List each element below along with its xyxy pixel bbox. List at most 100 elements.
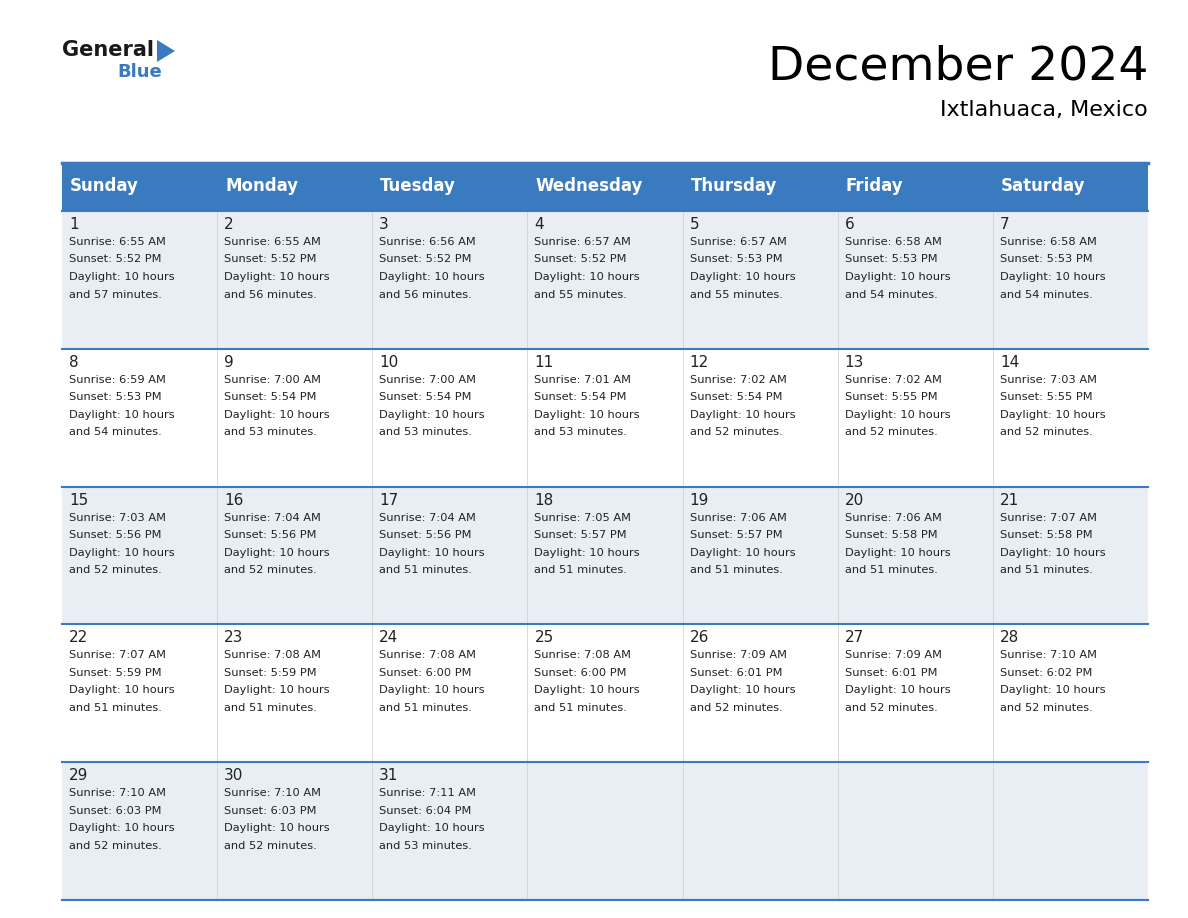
Text: Sunrise: 6:57 AM: Sunrise: 6:57 AM [535, 237, 631, 247]
Text: Daylight: 10 hours: Daylight: 10 hours [1000, 272, 1106, 282]
Text: Daylight: 10 hours: Daylight: 10 hours [1000, 686, 1106, 696]
Bar [62, 349, 217, 487]
Bar [372, 624, 527, 762]
Text: Sunset: 5:55 PM: Sunset: 5:55 PM [1000, 392, 1093, 402]
Text: Sunset: 6:03 PM: Sunset: 6:03 PM [69, 806, 162, 816]
Text: Sunset: 5:56 PM: Sunset: 5:56 PM [225, 530, 317, 540]
Bar [838, 211, 993, 349]
Text: Daylight: 10 hours: Daylight: 10 hours [535, 272, 640, 282]
Bar [62, 624, 217, 762]
Text: Daylight: 10 hours: Daylight: 10 hours [69, 409, 175, 420]
Bar [838, 624, 993, 762]
Text: and 54 minutes.: and 54 minutes. [845, 289, 937, 299]
Text: 31: 31 [379, 768, 399, 783]
Text: Daylight: 10 hours: Daylight: 10 hours [689, 272, 795, 282]
Bar [683, 211, 838, 349]
Text: Sunrise: 7:11 AM: Sunrise: 7:11 AM [379, 789, 476, 798]
Text: Daylight: 10 hours: Daylight: 10 hours [535, 548, 640, 557]
Text: Sunset: 5:58 PM: Sunset: 5:58 PM [1000, 530, 1093, 540]
Bar [683, 624, 838, 762]
Text: 20: 20 [845, 493, 864, 508]
Text: and 51 minutes.: and 51 minutes. [689, 565, 783, 575]
Text: and 52 minutes.: and 52 minutes. [689, 703, 783, 713]
Text: Sunset: 5:56 PM: Sunset: 5:56 PM [69, 530, 162, 540]
Text: and 55 minutes.: and 55 minutes. [689, 289, 783, 299]
Text: Daylight: 10 hours: Daylight: 10 hours [689, 686, 795, 696]
Text: 19: 19 [689, 493, 709, 508]
Text: Sunset: 5:53 PM: Sunset: 5:53 PM [1000, 254, 1093, 264]
Text: Daylight: 10 hours: Daylight: 10 hours [845, 686, 950, 696]
Text: Daylight: 10 hours: Daylight: 10 hours [69, 272, 175, 282]
Text: 2: 2 [225, 217, 234, 232]
Text: and 51 minutes.: and 51 minutes. [845, 565, 937, 575]
Text: 5: 5 [689, 217, 700, 232]
Bar [372, 211, 527, 349]
Text: 28: 28 [1000, 631, 1019, 645]
Text: Sunrise: 7:04 AM: Sunrise: 7:04 AM [379, 512, 476, 522]
Text: Sunrise: 7:08 AM: Sunrise: 7:08 AM [379, 650, 476, 660]
Text: Daylight: 10 hours: Daylight: 10 hours [845, 548, 950, 557]
Text: Sunset: 5:54 PM: Sunset: 5:54 PM [689, 392, 782, 402]
Text: Daylight: 10 hours: Daylight: 10 hours [379, 409, 485, 420]
Text: Sunset: 5:55 PM: Sunset: 5:55 PM [845, 392, 937, 402]
Text: Sunset: 6:01 PM: Sunset: 6:01 PM [845, 668, 937, 677]
Text: Monday: Monday [226, 177, 298, 195]
Text: and 52 minutes.: and 52 minutes. [845, 427, 937, 437]
Text: Daylight: 10 hours: Daylight: 10 hours [689, 548, 795, 557]
Text: Sunset: 5:59 PM: Sunset: 5:59 PM [225, 668, 317, 677]
Text: 11: 11 [535, 354, 554, 370]
Bar [993, 487, 1148, 624]
Text: Daylight: 10 hours: Daylight: 10 hours [225, 548, 330, 557]
Bar [527, 762, 683, 900]
Text: Sunrise: 7:06 AM: Sunrise: 7:06 AM [689, 512, 786, 522]
Text: Sunset: 5:56 PM: Sunset: 5:56 PM [379, 530, 472, 540]
Bar [683, 762, 838, 900]
Text: and 54 minutes.: and 54 minutes. [69, 427, 162, 437]
Bar [683, 487, 838, 624]
Text: Ixtlahuaca, Mexico: Ixtlahuaca, Mexico [940, 100, 1148, 120]
Text: Sunrise: 7:10 AM: Sunrise: 7:10 AM [1000, 650, 1097, 660]
Text: and 51 minutes.: and 51 minutes. [535, 565, 627, 575]
Bar [993, 211, 1148, 349]
Text: and 51 minutes.: and 51 minutes. [1000, 565, 1093, 575]
Text: Sunrise: 6:58 AM: Sunrise: 6:58 AM [845, 237, 942, 247]
Text: Sunset: 6:02 PM: Sunset: 6:02 PM [1000, 668, 1092, 677]
Text: Daylight: 10 hours: Daylight: 10 hours [845, 272, 950, 282]
Text: Sunrise: 6:59 AM: Sunrise: 6:59 AM [69, 375, 166, 385]
Text: and 52 minutes.: and 52 minutes. [845, 703, 937, 713]
Text: and 56 minutes.: and 56 minutes. [379, 289, 472, 299]
Text: Sunset: 5:52 PM: Sunset: 5:52 PM [379, 254, 472, 264]
Text: Daylight: 10 hours: Daylight: 10 hours [379, 272, 485, 282]
Text: Daylight: 10 hours: Daylight: 10 hours [845, 409, 950, 420]
Text: and 51 minutes.: and 51 minutes. [379, 565, 472, 575]
Text: Daylight: 10 hours: Daylight: 10 hours [689, 409, 795, 420]
Bar [527, 349, 683, 487]
Text: Sunrise: 7:10 AM: Sunrise: 7:10 AM [69, 789, 166, 798]
Text: December 2024: December 2024 [767, 45, 1148, 90]
Text: 6: 6 [845, 217, 854, 232]
Text: Sunset: 6:03 PM: Sunset: 6:03 PM [225, 806, 317, 816]
Text: Sunrise: 7:04 AM: Sunrise: 7:04 AM [225, 512, 321, 522]
Text: Sunrise: 7:03 AM: Sunrise: 7:03 AM [1000, 375, 1097, 385]
Text: Daylight: 10 hours: Daylight: 10 hours [379, 548, 485, 557]
Bar [993, 624, 1148, 762]
Text: 13: 13 [845, 354, 864, 370]
Bar [217, 349, 372, 487]
Text: Daylight: 10 hours: Daylight: 10 hours [225, 272, 330, 282]
Text: Sunset: 5:53 PM: Sunset: 5:53 PM [845, 254, 937, 264]
Text: and 52 minutes.: and 52 minutes. [1000, 427, 1093, 437]
Text: and 52 minutes.: and 52 minutes. [69, 841, 162, 851]
Text: Sunrise: 7:10 AM: Sunrise: 7:10 AM [225, 789, 321, 798]
Text: Sunset: 5:54 PM: Sunset: 5:54 PM [225, 392, 317, 402]
Text: Daylight: 10 hours: Daylight: 10 hours [225, 823, 330, 834]
Text: Sunrise: 7:07 AM: Sunrise: 7:07 AM [1000, 512, 1097, 522]
Text: Sunrise: 7:09 AM: Sunrise: 7:09 AM [689, 650, 786, 660]
Text: Sunrise: 7:06 AM: Sunrise: 7:06 AM [845, 512, 942, 522]
Text: Sunset: 5:57 PM: Sunset: 5:57 PM [535, 530, 627, 540]
Text: 1: 1 [69, 217, 78, 232]
Text: Sunset: 5:53 PM: Sunset: 5:53 PM [689, 254, 782, 264]
Text: 23: 23 [225, 631, 244, 645]
Text: Sunrise: 7:07 AM: Sunrise: 7:07 AM [69, 650, 166, 660]
Text: 21: 21 [1000, 493, 1019, 508]
Bar [527, 211, 683, 349]
